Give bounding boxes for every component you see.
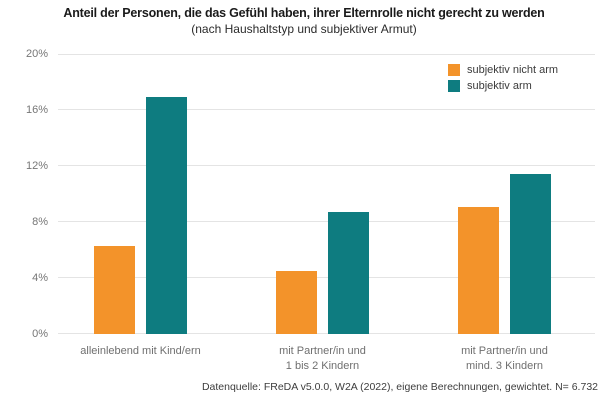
legend-label-subjektiv-arm: subjektiv arm: [467, 80, 532, 92]
gridline: [58, 109, 595, 110]
y-tick-label: 16%: [25, 104, 48, 116]
legend: subjektiv nicht arm subjektiv arm: [448, 64, 558, 96]
x-axis: alleinlebend mit Kind/ern mit Partner/in …: [58, 344, 595, 378]
chart-title: Anteil der Personen, die das Gefühl habe…: [63, 6, 545, 20]
legend-swatch-teal: [448, 80, 460, 92]
y-tick-label: 12%: [25, 160, 48, 172]
legend-item-subjektiv-nicht-arm: subjektiv nicht arm: [448, 64, 558, 76]
bar-nicht-arm-group2: [276, 271, 317, 334]
legend-swatch-orange: [448, 64, 460, 76]
y-tick-label: 4%: [32, 272, 48, 284]
bar-arm-group3: [510, 174, 551, 334]
x-axis-label-group2: mit Partner/in und 1 bis 2 Kindern: [279, 345, 366, 372]
y-tick-label: 0%: [32, 328, 48, 340]
legend-item-subjektiv-arm: subjektiv arm: [448, 80, 558, 92]
source-note: Datenquelle: FReDA v5.0.0, W2A (2022), e…: [201, 381, 598, 393]
bar-nicht-arm-group1: [94, 245, 135, 334]
legend-label-subjektiv-nicht-arm: subjektiv nicht arm: [467, 64, 559, 76]
chart-subtitle: (nach Haushaltstyp und subjektiver Armut…: [191, 22, 417, 36]
y-tick-label: 20%: [25, 48, 48, 60]
plot-area: [58, 54, 595, 334]
y-tick-label: 8%: [32, 216, 48, 228]
x-axis-label-group3: mit Partner/in und mind. 3 Kindern: [461, 345, 548, 372]
gridline: [58, 333, 595, 334]
bar-nicht-arm-group3: [458, 206, 499, 334]
y-axis: 0% 4% 8% 12% 16% 20%: [0, 48, 48, 340]
x-axis-label-group1: alleinlebend mit Kind/ern: [80, 345, 201, 357]
bar-arm-group1: [146, 97, 187, 334]
bar-arm-group2: [328, 212, 369, 334]
gridline: [58, 221, 595, 222]
gridline: [58, 165, 595, 166]
gridline: [58, 54, 595, 55]
gridline: [58, 277, 595, 278]
